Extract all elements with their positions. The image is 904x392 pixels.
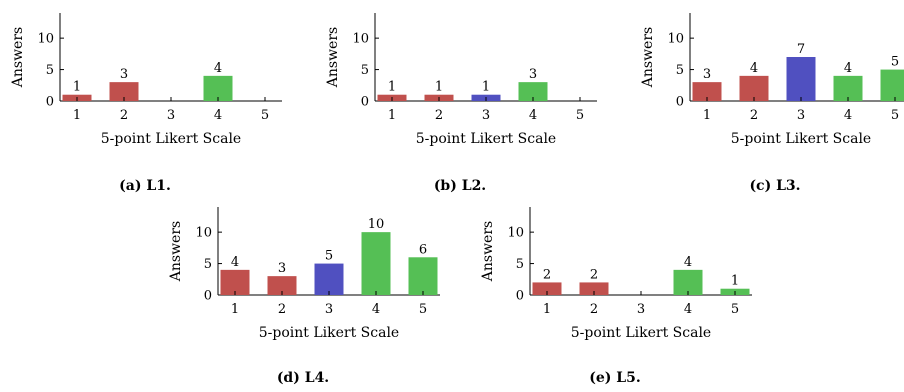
x-tick-label: 3 <box>167 108 175 123</box>
y-axis-label: Answers <box>325 27 341 88</box>
y-axis-label: Answers <box>10 27 26 88</box>
y-tick-label: 10 <box>507 226 524 241</box>
data-label: 2 <box>543 267 551 282</box>
x-tick-label: 4 <box>844 108 852 123</box>
data-label: 10 <box>368 217 385 232</box>
bar-3 <box>786 57 816 101</box>
data-label: 7 <box>797 42 805 57</box>
bar-4 <box>833 75 863 101</box>
data-label: 3 <box>703 67 711 82</box>
data-label: 4 <box>231 255 239 270</box>
bar-2 <box>267 276 297 295</box>
y-tick-label: 0 <box>676 95 684 110</box>
data-label: 5 <box>325 249 333 264</box>
x-tick-label: 1 <box>543 302 551 317</box>
x-tick-label: 5 <box>731 302 739 317</box>
x-tick-label: 4 <box>372 302 380 317</box>
x-tick-label: 1 <box>703 108 711 123</box>
x-tick-label: 3 <box>325 302 333 317</box>
data-label: 2 <box>590 267 598 282</box>
x-tick-label: 1 <box>73 108 81 123</box>
y-tick-label: 0 <box>204 289 212 304</box>
x-tick-label: 3 <box>797 108 805 123</box>
data-label: 3 <box>120 67 128 82</box>
bar-5 <box>408 257 438 295</box>
x-tick-label: 5 <box>419 302 427 317</box>
data-label: 1 <box>435 80 443 95</box>
bar-4 <box>203 75 233 101</box>
bar-2 <box>579 282 609 295</box>
data-label: 1 <box>73 80 81 95</box>
y-axis-label: Answers <box>168 221 184 282</box>
x-tick-label: 2 <box>278 302 286 317</box>
x-tick-label: 5 <box>261 108 269 123</box>
x-axis-label: 5-point Likert Scale <box>259 325 399 341</box>
y-tick-label: 5 <box>361 63 369 78</box>
chart-3: 0 5 10 1 3 2 4 3 7 4 4 5 5 5-point Likert Scale Answer… <box>640 13 904 194</box>
bar-5 <box>880 69 904 101</box>
y-axis-label: Answers <box>480 221 496 282</box>
bar-1 <box>532 282 562 295</box>
x-tick-label: 5 <box>891 108 899 123</box>
data-label: 4 <box>844 61 852 76</box>
y-tick-label: 10 <box>195 226 212 241</box>
subfigure-caption: (c) L3. <box>749 178 800 194</box>
data-label: 6 <box>419 242 427 257</box>
subfigure-caption: (e) L5. <box>589 370 641 386</box>
bar-3 <box>314 263 344 295</box>
x-tick-label: 5 <box>576 108 584 123</box>
x-tick-label: 2 <box>590 302 598 317</box>
y-axis-label: Answers <box>640 27 656 88</box>
data-label: 5 <box>891 55 899 70</box>
data-label: 1 <box>482 80 490 95</box>
x-axis-label: 5-point Likert Scale <box>731 131 871 147</box>
chart-2: 0 5 10 1 1 2 1 3 1 4 3 5 5-point Likert Scale Answers… <box>325 13 597 194</box>
chart-4: 0 5 10 1 4 2 3 3 5 4 10 5 6 5-point Likert Scale Answe… <box>168 207 440 386</box>
x-tick-label: 3 <box>482 108 490 123</box>
data-label: 1 <box>388 80 396 95</box>
bar-4 <box>673 269 703 295</box>
y-tick-label: 5 <box>516 257 524 272</box>
y-tick-label: 0 <box>46 95 54 110</box>
bar-1 <box>220 269 250 295</box>
x-tick-label: 1 <box>388 108 396 123</box>
y-tick-label: 0 <box>516 289 524 304</box>
y-tick-label: 5 <box>676 63 684 78</box>
x-tick-label: 4 <box>684 302 692 317</box>
bar-2 <box>109 82 139 101</box>
bar-2 <box>739 75 769 101</box>
y-tick-label: 10 <box>352 32 369 47</box>
data-label: 4 <box>684 255 692 270</box>
data-label: 3 <box>278 261 286 276</box>
y-tick-label: 10 <box>667 32 684 47</box>
data-label: 1 <box>731 274 739 289</box>
subfigure-caption: (d) L4. <box>277 370 329 386</box>
x-axis-label: 5-point Likert Scale <box>101 131 241 147</box>
x-tick-label: 4 <box>529 108 537 123</box>
x-tick-label: 2 <box>750 108 758 123</box>
x-axis-label: 5-point Likert Scale <box>571 325 711 341</box>
subfigure-caption: (a) L1. <box>119 178 171 194</box>
bar-1 <box>692 82 722 101</box>
chart-1: 0 5 10 1 1 2 3 3 4 4 5 5-point Likert Scale Answers (… <box>10 13 282 194</box>
y-tick-label: 0 <box>361 95 369 110</box>
x-tick-label: 3 <box>637 302 645 317</box>
data-label: 3 <box>529 67 537 82</box>
x-axis-label: 5-point Likert Scale <box>416 131 556 147</box>
data-label: 4 <box>750 61 758 76</box>
x-tick-label: 4 <box>214 108 222 123</box>
y-tick-label: 5 <box>204 257 212 272</box>
data-label: 4 <box>214 61 222 76</box>
chart-5: 0 5 10 1 2 2 2 3 4 4 5 1 5-point Likert Scale Answers… <box>480 207 752 386</box>
y-tick-label: 10 <box>37 32 54 47</box>
bar-4 <box>361 232 391 295</box>
bar-4 <box>518 82 548 101</box>
x-tick-label: 2 <box>120 108 128 123</box>
subfigure-caption: (b) L2. <box>434 178 486 194</box>
x-tick-label: 1 <box>231 302 239 317</box>
y-tick-label: 5 <box>46 63 54 78</box>
x-tick-label: 2 <box>435 108 443 123</box>
